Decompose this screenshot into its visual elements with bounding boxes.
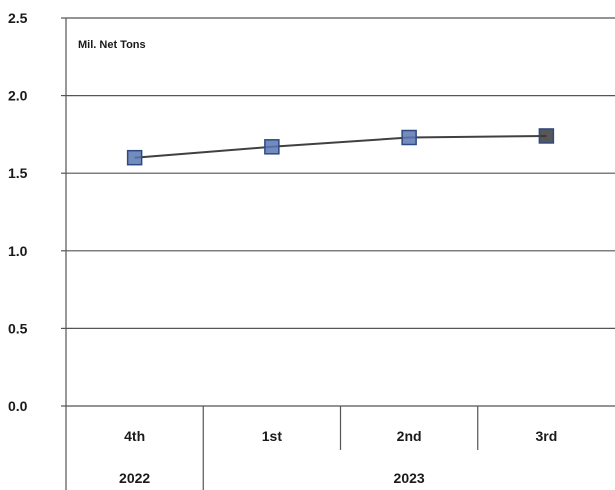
series-line: [134, 135, 547, 159]
y-tick-label: 0.0: [8, 398, 28, 414]
y-tick-label: 1.0: [8, 243, 28, 259]
y-tick-label: 2.0: [8, 88, 28, 104]
y-tick-label: 1.5: [8, 165, 28, 181]
x-group-label: 2022: [119, 470, 150, 486]
data-point-marker: [126, 149, 143, 166]
y-axis-ticks: 0.0 0.5 1.0 1.5 2.0 2.5: [8, 10, 66, 414]
x-group-label: 2023: [394, 470, 425, 486]
data-point-marker: [401, 129, 417, 146]
unit-label: Mil. Net Tons: [78, 39, 146, 51]
x-category-label: 2nd: [397, 428, 422, 444]
x-axis-categories: 4th 1st 2nd 3rd 2022 2023: [119, 406, 557, 490]
data-point-marker: [538, 128, 555, 144]
x-category-label: 4th: [124, 428, 145, 444]
data-point-marker: [264, 139, 280, 155]
x-category-label: 3rd: [535, 428, 557, 444]
y-tick-label: 2.5: [8, 10, 28, 26]
y-tick-label: 0.5: [8, 320, 28, 336]
gridlines: [66, 17, 615, 407]
x-category-label: 1st: [262, 428, 283, 444]
series-layer: [126, 128, 555, 166]
